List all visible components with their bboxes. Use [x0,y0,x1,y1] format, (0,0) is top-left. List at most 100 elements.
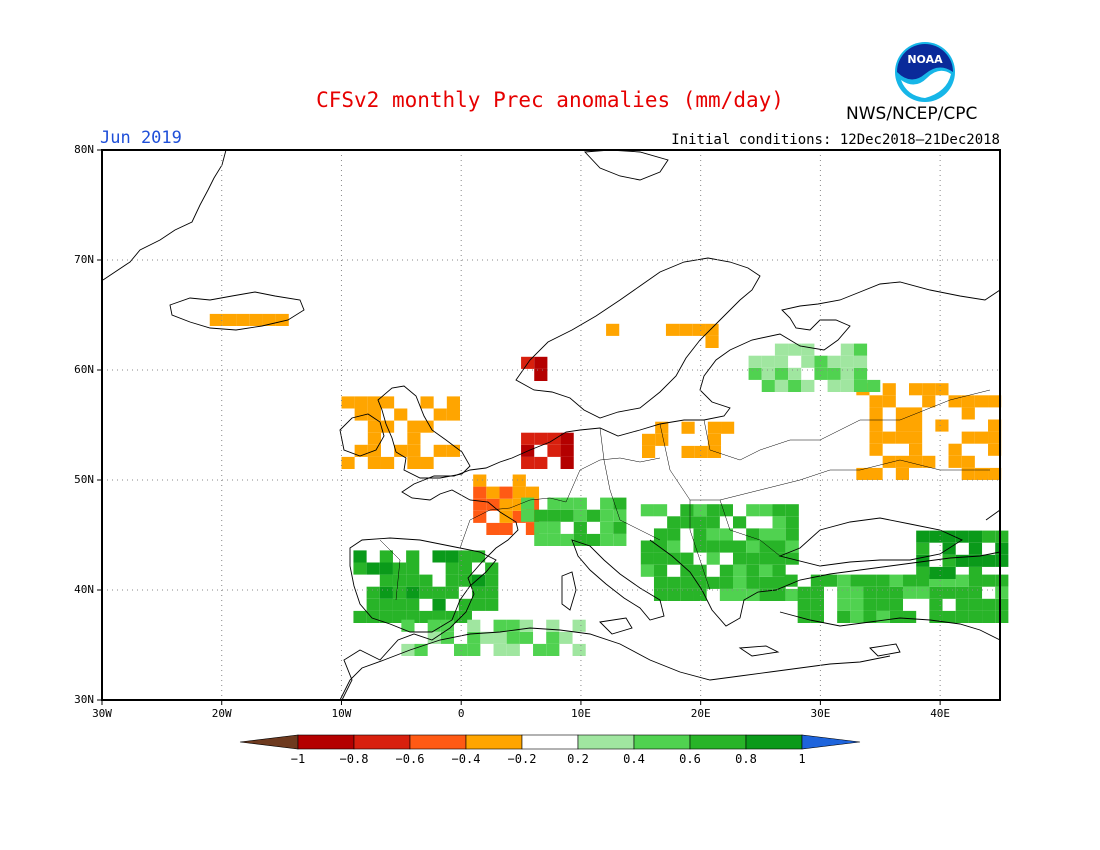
colorbar-tick-label: −0.2 [507,752,537,766]
anomaly-cell [521,432,535,445]
anomaly-cell [519,631,534,644]
anomaly-cell [995,542,1009,555]
colorbar-tick-label: −0.4 [451,752,481,766]
anomaly-cell [367,456,381,469]
anomaly-cell [499,498,513,511]
anomaly-cell [955,574,969,587]
anomaly-cell [916,542,930,555]
anomaly-cell [506,619,520,632]
anomaly-cell [988,467,1002,480]
anomaly-cell [653,588,668,601]
anomaly-cell [772,540,786,553]
anomaly-cell [467,643,481,656]
anomaly-cell [761,367,775,380]
anomaly-cell [406,562,420,575]
anomaly-cell [432,598,446,611]
anomaly-cell [440,631,455,644]
anomaly-cell [641,433,656,446]
anomaly-cell [445,550,459,563]
anomaly-cell [785,516,799,529]
anomaly-cell [432,550,446,563]
anomaly-cell [600,521,614,534]
anomaly-cell [379,586,393,599]
anomaly-cell [774,367,789,380]
anomaly-cell [407,444,421,457]
initial-conditions: Initial conditions: 12Dec2018–21Dec2018 [671,132,1000,148]
anomaly-cell [613,533,627,546]
anomaly-cell [392,562,407,575]
anomaly-cell [942,542,956,555]
coast-iceland [169,291,305,331]
anomaly-cell [667,552,681,565]
coast-caspian [985,509,1001,521]
lon-tick-label: 20W [211,707,232,720]
colorbar-box [353,734,411,750]
anomaly-cell [512,486,526,499]
country-borders [379,389,991,601]
anomaly-cell [706,576,720,589]
anomaly-cell [367,396,381,409]
colorbar-tick-label: 0.6 [679,752,701,766]
anomaly-cell [547,497,561,510]
border-4 [659,423,990,501]
anomaly-cell [467,631,481,644]
anomaly-cell [392,574,407,587]
anomaly-cell [546,619,560,632]
anomaly-cell [547,521,561,534]
anomaly-cell [774,355,789,368]
anomaly-cell [732,540,747,553]
anomaly-cell [680,588,694,601]
anomaly-cell [968,598,983,611]
anomaly-cell [853,367,868,380]
anomaly-cell [889,598,904,611]
anomaly-cell [600,509,614,522]
anomaly-cell [895,419,910,432]
colorbar-tick-label: 1 [798,752,806,766]
anomaly-cell [680,516,694,529]
anomaly-cell [982,574,996,587]
anomaly-cell [559,631,573,644]
anomaly-cell [869,467,883,480]
anomaly-cell [850,598,864,611]
colorbar-tick-label: 0.2 [567,752,589,766]
anomaly-cell [586,533,601,546]
anomaly-cell [693,516,707,529]
anomaly-cell [493,643,507,656]
anomaly-cell [380,456,395,469]
anomaly-cell [493,631,507,644]
anomaly-cell [929,586,943,599]
anomaly-cell [394,444,408,457]
anomaly-cell [560,497,574,510]
anomaly-cell [968,610,983,623]
anomaly-cell [546,643,560,656]
border-8 [379,539,401,601]
anomaly-cell [458,562,472,575]
anomaly-cell [814,355,828,368]
anomaly-cell [613,497,627,510]
anomaly-cell [414,643,428,656]
anomaly-cell [929,530,943,543]
lon-tick-label: 20E [690,707,711,720]
anomaly-cell [534,521,548,534]
anomaly-cell [929,566,943,579]
anomaly-cell [693,528,707,541]
lon-tick-label: 30E [810,707,831,720]
anomaly-cell [869,395,883,408]
anomaly-cell [401,643,415,656]
coast-balkans [649,539,1001,627]
anomaly-cell [440,619,455,632]
colorbar-box [689,734,747,750]
anomaly-cell [458,598,472,611]
anomaly-cell [955,598,969,611]
anomaly-cell [772,564,786,577]
anomaly-cell [367,432,381,445]
anomaly-cell [534,533,548,546]
anomaly-cell [719,564,733,577]
anomaly-cell [706,516,720,529]
anomaly-cell [236,313,250,326]
anomaly-cell [467,619,481,632]
anomaly-cell [392,586,407,599]
anomaly-cell [275,313,289,326]
anomaly-cell [485,598,499,611]
anomaly-cell [719,528,733,541]
